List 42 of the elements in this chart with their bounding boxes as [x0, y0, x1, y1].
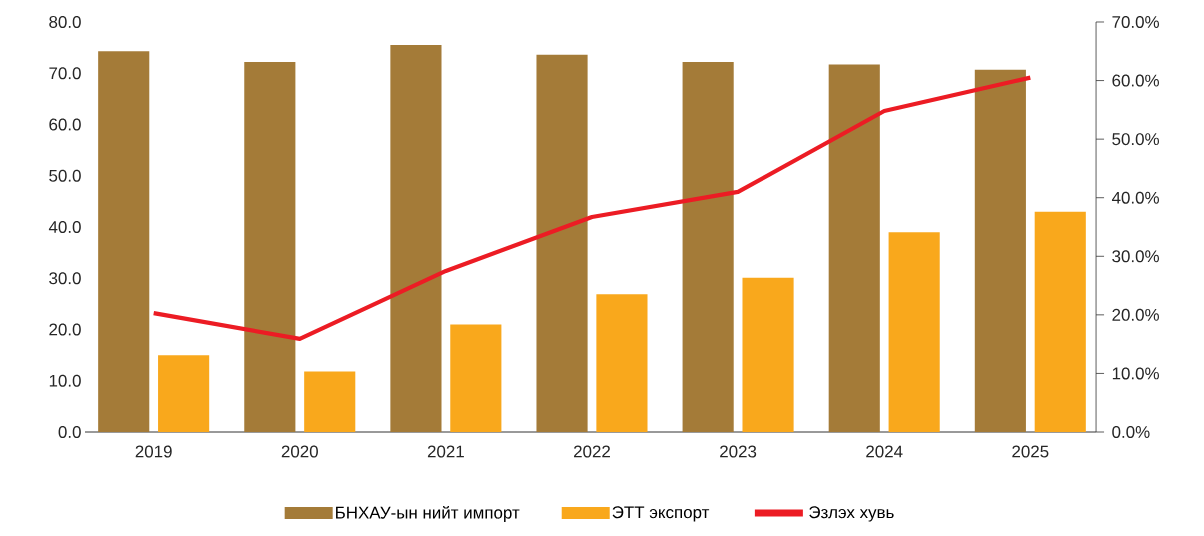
y-tick-label: 20.0 — [49, 323, 81, 336]
x-tick-label: 2023 — [720, 445, 757, 458]
y2-tick-label: 0.0% — [1112, 426, 1150, 438]
x-tick-label: 2024 — [866, 445, 903, 458]
x-tick-label: 2019 — [135, 445, 172, 458]
y2-tick-label: 50.0% — [1112, 133, 1159, 146]
bar — [158, 355, 210, 432]
bar — [536, 54, 588, 432]
y-tick-label: 60.0 — [49, 118, 81, 131]
y-tick-label: 80.0 — [49, 16, 81, 28]
bar — [390, 45, 442, 432]
line-series — [151, 75, 1033, 341]
legend-label: ЭТТ экспорт — [612, 506, 710, 522]
bar — [98, 51, 150, 432]
bar — [682, 61, 734, 432]
y-tick-label: 0.0 — [58, 426, 81, 438]
bar — [828, 64, 880, 432]
y2-tick-label: 20.0% — [1112, 308, 1159, 321]
bar — [974, 69, 1026, 432]
bar — [1034, 211, 1086, 432]
x-tick-label: 2025 — [1012, 445, 1049, 458]
y2-tick-label: 40.0% — [1111, 191, 1159, 204]
bar — [888, 232, 940, 432]
legend-label: Эзлэх хувь — [809, 506, 894, 522]
x-tick-label: 2021 — [427, 445, 464, 458]
y-tick-label: 40.0 — [48, 221, 81, 233]
y2-tick-label: 30.0% — [1112, 250, 1159, 263]
y-tick-label: 70.0 — [49, 67, 81, 80]
x-tick-label: 2020 — [281, 445, 318, 458]
bar — [304, 371, 356, 432]
bar — [742, 277, 794, 432]
y2-tick-label: 70.0% — [1112, 16, 1159, 28]
bar — [244, 61, 296, 432]
y-tick-label: 30.0 — [49, 272, 81, 285]
y-tick-label: 10.0 — [49, 374, 81, 387]
y-tick-label: 50.0 — [49, 169, 81, 182]
y2-tick-label: 60.0% — [1112, 74, 1159, 87]
bar — [596, 294, 648, 432]
bar — [450, 324, 502, 432]
y2-tick-label: 10.0% — [1112, 367, 1159, 380]
legend-label: БНХАУ-ын нийт импорт — [336, 505, 520, 522]
x-tick-label: 2022 — [574, 445, 610, 458]
